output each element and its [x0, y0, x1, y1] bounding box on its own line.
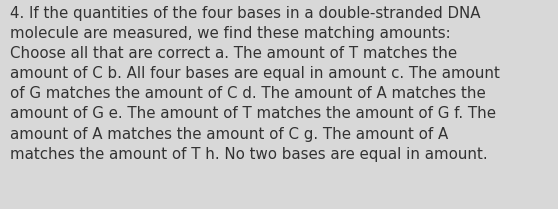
Text: 4. If the quantities of the four bases in a double-stranded DNA
molecule are mea: 4. If the quantities of the four bases i…	[10, 6, 500, 162]
